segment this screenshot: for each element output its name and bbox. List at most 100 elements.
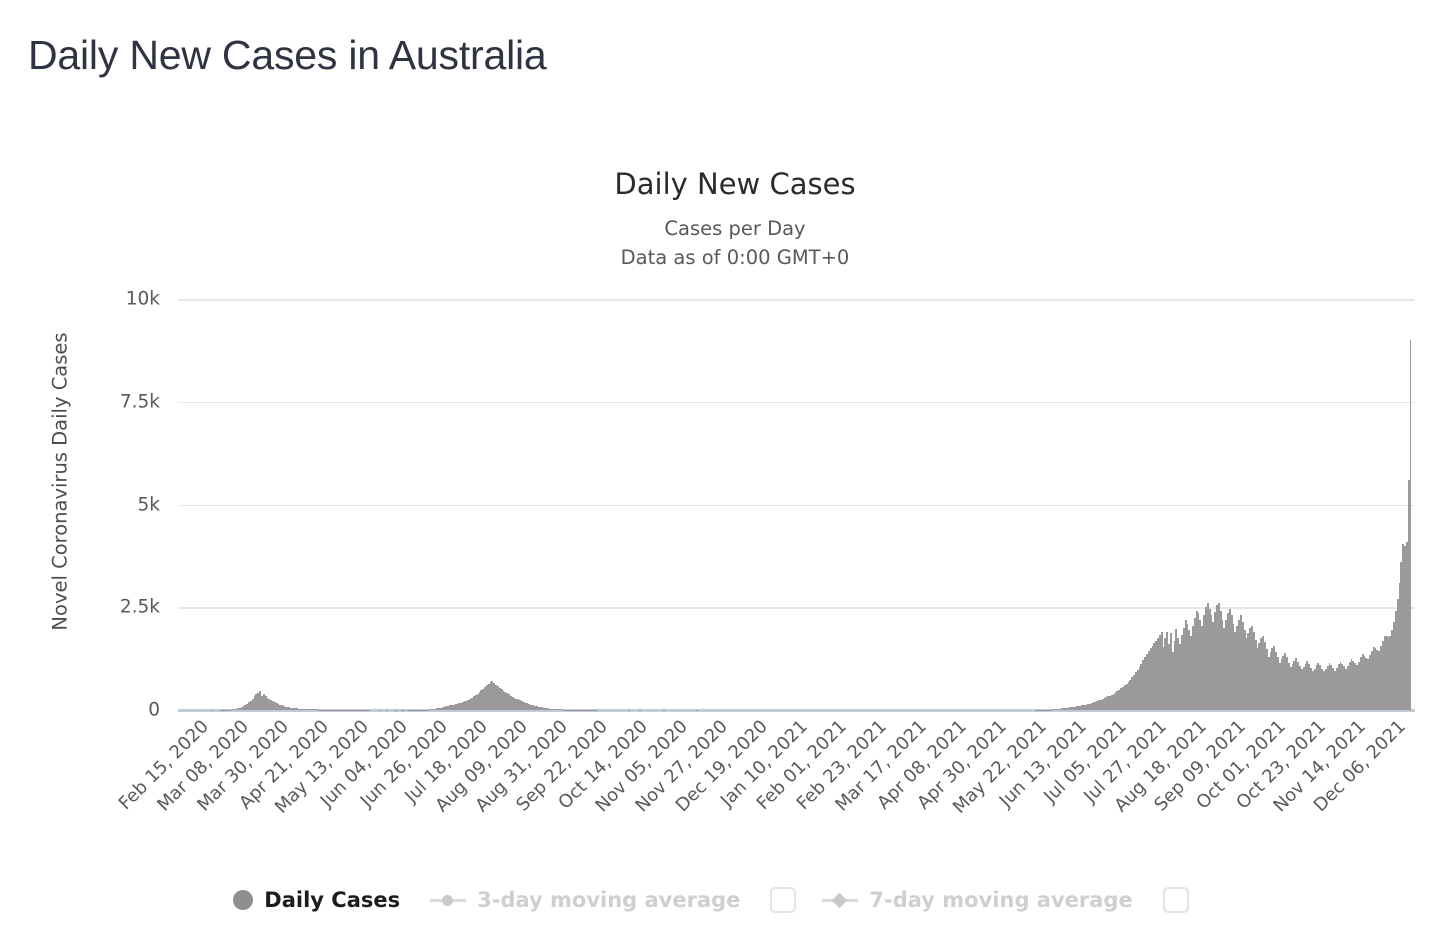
bar[interactable] (1232, 623, 1235, 710)
bar[interactable] (1118, 689, 1121, 710)
bar[interactable] (1142, 660, 1145, 710)
bar[interactable] (1310, 667, 1312, 710)
bar[interactable] (305, 709, 308, 710)
bar[interactable] (1066, 707, 1069, 710)
bar[interactable] (310, 709, 313, 710)
bar[interactable] (467, 699, 470, 710)
bar[interactable] (1064, 707, 1067, 710)
bar[interactable] (1370, 650, 1373, 710)
bar[interactable] (432, 708, 435, 710)
bar[interactable] (1184, 619, 1187, 710)
bar[interactable] (296, 708, 298, 710)
bar[interactable] (1293, 660, 1296, 710)
bar[interactable] (1387, 636, 1390, 710)
bar[interactable] (1343, 666, 1346, 710)
bar[interactable] (242, 706, 245, 710)
bar[interactable] (1317, 662, 1320, 710)
legend-item-3[interactable]: 7-day moving average (822, 888, 1133, 912)
bar[interactable] (1140, 663, 1143, 710)
bar[interactable] (1116, 691, 1119, 710)
bar[interactable] (233, 709, 236, 710)
bar[interactable] (248, 702, 250, 710)
bar[interactable] (1400, 562, 1403, 710)
bar[interactable] (544, 708, 547, 710)
bar[interactable] (500, 689, 503, 710)
bar[interactable] (1074, 706, 1076, 710)
bar[interactable] (1251, 625, 1253, 710)
bar[interactable] (1151, 645, 1154, 710)
bar[interactable] (1228, 609, 1231, 710)
bar[interactable] (1367, 659, 1370, 710)
bar[interactable] (454, 704, 457, 710)
bar[interactable] (1306, 661, 1309, 710)
bar[interactable] (1245, 638, 1248, 710)
bar[interactable] (1105, 697, 1108, 710)
bar[interactable] (1204, 607, 1207, 710)
bar[interactable] (273, 701, 276, 710)
bar[interactable] (506, 693, 509, 710)
bar[interactable] (1354, 663, 1357, 710)
bar[interactable] (1289, 666, 1292, 710)
bar[interactable] (1169, 633, 1172, 710)
bar[interactable] (484, 686, 486, 710)
bar[interactable] (1319, 665, 1322, 710)
bar[interactable] (270, 700, 273, 710)
bar[interactable] (1147, 651, 1150, 710)
bar[interactable] (1280, 659, 1283, 710)
bar[interactable] (1138, 666, 1141, 710)
bar[interactable] (1322, 671, 1325, 710)
bar[interactable] (458, 703, 461, 710)
bar[interactable] (533, 705, 536, 710)
bar[interactable] (515, 698, 518, 710)
bar[interactable] (511, 696, 514, 710)
bar[interactable] (286, 706, 289, 710)
bar[interactable] (1396, 599, 1399, 710)
bar[interactable] (255, 693, 258, 710)
bar[interactable] (561, 709, 564, 710)
bar[interactable] (1201, 625, 1204, 710)
bar[interactable] (1321, 668, 1323, 710)
bar[interactable] (1214, 612, 1217, 710)
bar[interactable] (288, 707, 291, 710)
bar[interactable] (559, 709, 562, 710)
bar[interactable] (1107, 696, 1110, 710)
bar[interactable] (1240, 615, 1242, 710)
bar[interactable] (478, 691, 481, 710)
bar[interactable] (1254, 640, 1257, 710)
bar[interactable] (1197, 613, 1200, 710)
bar[interactable] (1217, 603, 1220, 710)
bar[interactable] (1265, 649, 1268, 710)
bar[interactable] (496, 686, 499, 710)
bar[interactable] (1356, 665, 1358, 710)
bar[interactable] (238, 707, 241, 710)
bar[interactable] (513, 697, 516, 710)
bar[interactable] (275, 703, 278, 710)
bar[interactable] (1345, 668, 1347, 710)
bar[interactable] (1072, 706, 1075, 710)
bar[interactable] (1057, 708, 1060, 710)
bar[interactable] (1402, 543, 1405, 710)
bar[interactable] (437, 707, 440, 710)
bar[interactable] (1405, 541, 1408, 710)
bar[interactable] (246, 703, 249, 710)
bar[interactable] (1120, 688, 1122, 710)
bar[interactable] (1182, 627, 1185, 710)
bar[interactable] (502, 690, 505, 710)
bar[interactable] (1219, 611, 1222, 710)
bar[interactable] (1086, 704, 1089, 710)
bar[interactable] (1160, 631, 1163, 710)
bar[interactable] (1134, 672, 1137, 710)
bar[interactable] (1275, 651, 1277, 710)
bar[interactable] (441, 707, 444, 710)
bar[interactable] (1216, 605, 1218, 710)
bar[interactable] (244, 705, 247, 710)
bar[interactable] (1190, 636, 1193, 710)
bar[interactable] (1339, 661, 1342, 710)
bar[interactable] (1346, 665, 1349, 710)
bar[interactable] (1247, 632, 1250, 710)
bar[interactable] (1199, 619, 1202, 710)
bar[interactable] (1269, 652, 1272, 710)
bar[interactable] (487, 683, 490, 710)
bar[interactable] (1061, 708, 1063, 710)
bar[interactable] (231, 709, 234, 710)
